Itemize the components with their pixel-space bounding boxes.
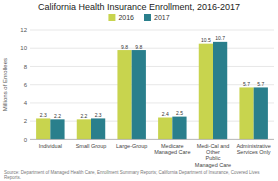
data-label: 2.4	[162, 111, 169, 117]
bar	[91, 118, 105, 139]
data-label: 10.5	[201, 37, 211, 43]
y-ticks: 0 2 4 6 8 10 12	[20, 27, 27, 142]
y-tick-label: 8	[24, 64, 28, 70]
text-line: Source: Department of Managed Health Car…	[4, 170, 260, 175]
bar	[172, 117, 186, 140]
text-line: Managed Care	[195, 162, 231, 168]
grid-line	[30, 139, 274, 140]
text-line: Medicare	[161, 143, 184, 149]
x-ticks: Individual Small Group Large-Group Medicare…	[39, 143, 271, 168]
data-label: 9.8	[135, 44, 142, 50]
data-label: 2.3	[40, 112, 47, 118]
source: Source: Department of Managed Health Car…	[4, 170, 260, 180]
grid	[30, 30, 274, 139]
y-tick-label: 4	[24, 100, 28, 106]
data-label: 10.7	[215, 35, 225, 41]
grid-line	[30, 48, 274, 49]
text-line: Individual	[39, 143, 62, 149]
x-tick-label: Medi-Cal andOtherPublicManaged Care	[195, 143, 231, 168]
x-axis-line	[30, 139, 274, 140]
y-tick-label: 6	[24, 82, 28, 88]
data-label: 5.7	[243, 81, 250, 87]
data-label: 2.3	[95, 112, 102, 118]
data-labels: 2.3 2.2 9.8 2.4 10.5 5.7 2.2 2.3 9.8 2.5 10.7 5.7	[40, 35, 265, 118]
data-label: 2.2	[80, 113, 87, 119]
y-tick-label: 2	[24, 118, 28, 124]
text-line: Other	[206, 149, 220, 155]
x-tick-label: MedicareManaged Care	[154, 143, 190, 155]
x-tick-label: Small Group	[76, 143, 107, 149]
y-tick-label: 10	[20, 45, 27, 51]
bar	[132, 50, 146, 139]
text-line: Medi-Cal and	[197, 143, 230, 149]
x-tick-label: AdministrativeServices Only	[236, 143, 271, 155]
grid-line	[30, 102, 274, 103]
grid-line	[30, 66, 274, 67]
legend-label: 2016	[118, 14, 134, 21]
y-tick-label: 0	[24, 137, 28, 143]
data-label: 2.5	[176, 110, 183, 116]
text-line: Small Group	[76, 143, 107, 149]
chart: California Health Insurance Enrollment, …	[0, 0, 278, 181]
bar	[213, 42, 227, 140]
legend-swatch	[144, 14, 151, 21]
grid-line	[30, 30, 274, 31]
x-tick-label: Individual	[39, 143, 62, 149]
text-line: Services Only	[237, 149, 271, 155]
title: California Health Insurance Enrollment, …	[38, 2, 240, 12]
data-label: 2.2	[54, 113, 61, 119]
bar	[158, 118, 172, 140]
text-line: Managed Care	[154, 149, 190, 155]
bar	[117, 50, 131, 139]
bar	[77, 119, 91, 139]
y-tick-label: 12	[20, 27, 27, 33]
bar	[254, 87, 268, 139]
text-line: Large-Group	[116, 143, 147, 149]
text-line: Reports.	[4, 175, 21, 180]
x-tick-label: Large-Group	[116, 143, 147, 149]
legend-swatch	[108, 14, 115, 21]
text-line: Public	[206, 155, 221, 161]
data-label: 9.8	[121, 44, 128, 50]
bar	[36, 118, 50, 139]
y-axis-label: Millions of Enrollees	[2, 58, 8, 111]
bar	[199, 44, 213, 140]
bar	[239, 87, 253, 139]
grid-line	[30, 121, 274, 122]
data-label: 5.7	[257, 81, 264, 87]
legend-label: 2017	[154, 14, 170, 21]
bar	[50, 119, 64, 139]
bars	[36, 42, 268, 140]
legend: 2016 2017	[108, 14, 169, 21]
text-line: Administrative	[236, 143, 271, 149]
grid-line	[30, 84, 274, 85]
